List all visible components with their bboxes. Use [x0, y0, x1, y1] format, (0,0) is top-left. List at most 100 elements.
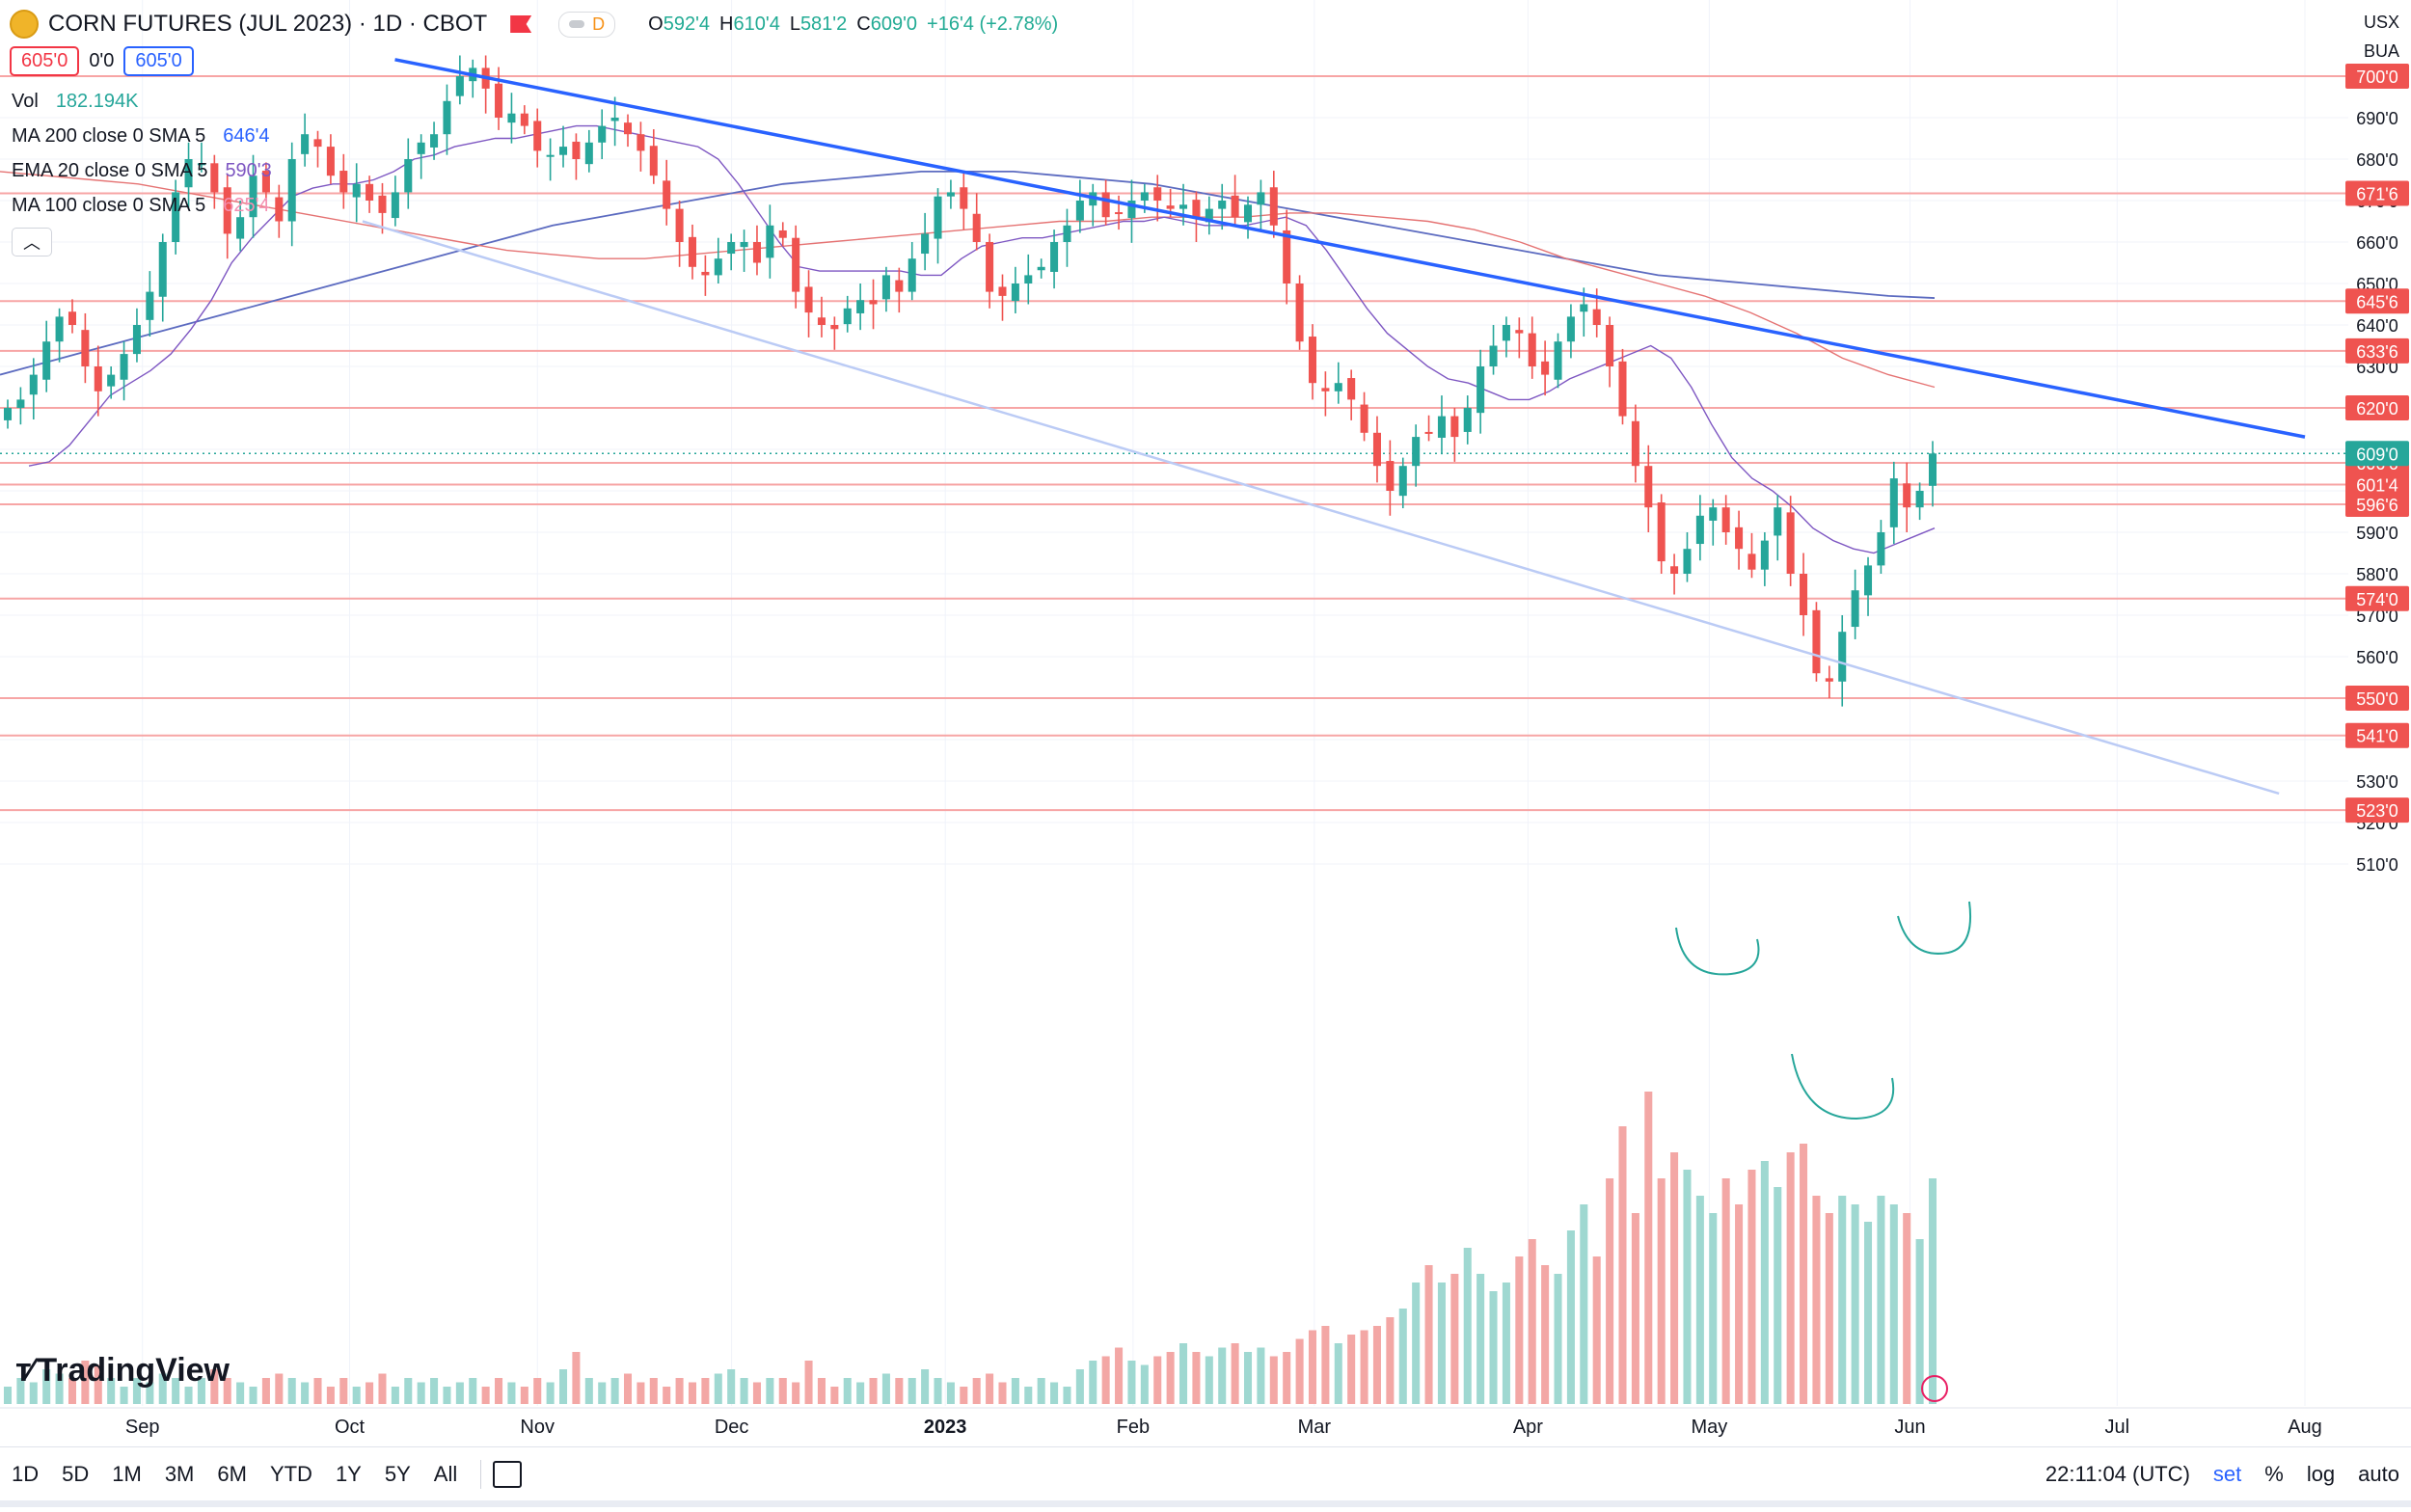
price-level-label: 620'0 [2356, 399, 2397, 418]
candle-body [998, 286, 1007, 296]
price-level-tag [2345, 288, 2409, 314]
candle-body [1153, 187, 1162, 201]
candle-body [727, 242, 736, 255]
legend-value: 590'3 [225, 160, 272, 181]
candle-body [804, 286, 813, 313]
flag-icon[interactable] [510, 15, 532, 33]
candle-body [1735, 526, 1744, 550]
range-all[interactable]: All [433, 1462, 458, 1486]
currency-label[interactable]: USX [2363, 13, 2399, 32]
percent-scale-button[interactable]: % [2264, 1462, 2284, 1486]
unit-label[interactable]: BUA [2363, 41, 2399, 61]
session-set-button[interactable]: set [2212, 1462, 2242, 1486]
range-5y[interactable]: 5Y [384, 1462, 411, 1486]
price-level-tag [2345, 338, 2409, 364]
volume-bar [1153, 1356, 1162, 1404]
legend-ma100[interactable]: MA 100 close 0 SMA 5 625'4 [12, 195, 270, 217]
price-level-label: 523'0 [2356, 801, 2397, 821]
volume-bar [559, 1369, 568, 1404]
volume-bar [1179, 1343, 1188, 1404]
candle-body [1864, 565, 1873, 596]
x-tick-label: 2023 [924, 1417, 967, 1438]
volume-bar [869, 1378, 878, 1404]
pattern-arc [1791, 1053, 1895, 1120]
range-1y[interactable]: 1Y [335, 1462, 362, 1486]
candle-body [986, 242, 994, 292]
volume-bar [1812, 1196, 1821, 1404]
candle-body [1476, 366, 1485, 414]
volume-bar [1515, 1256, 1524, 1404]
clock-time[interactable]: 22:11:04 (UTC) [2045, 1462, 2190, 1486]
divider [480, 1460, 482, 1489]
range-1d[interactable]: 1D [12, 1462, 40, 1486]
volume-bar [1321, 1326, 1330, 1404]
legend-volume[interactable]: Vol 182.194K [12, 91, 138, 113]
log-scale-button[interactable]: log [2306, 1462, 2336, 1486]
price-level-tag [2345, 180, 2409, 206]
volume-bar [275, 1373, 284, 1404]
legend-ema20[interactable]: EMA 20 close 0 SMA 5 590'3 [12, 160, 272, 182]
calendar-icon[interactable] [493, 1461, 523, 1488]
volume-bar [107, 1378, 116, 1404]
candle-body [313, 139, 322, 148]
volume-bar [1308, 1330, 1317, 1404]
candle-body [1231, 195, 1239, 218]
legend-ma200[interactable]: MA 200 close 0 SMA 5 646'4 [12, 125, 270, 148]
change-value: +16'4 (+2.78%) [927, 13, 1059, 35]
y-tick-label: 590'0 [2356, 524, 2397, 543]
volume-bar [172, 1378, 180, 1404]
volume-bar [481, 1387, 490, 1404]
volume-bar [1412, 1282, 1421, 1404]
volume-bar [1063, 1387, 1071, 1404]
sell-button[interactable]: 605'0 [10, 46, 80, 76]
high-value: 610'4 [733, 13, 780, 35]
market-status-pill[interactable]: D [558, 11, 616, 38]
x-tick-label: Nov [520, 1417, 555, 1438]
candle-body [1334, 383, 1342, 392]
range-3m[interactable]: 3M [164, 1462, 195, 1486]
candle-body [1192, 200, 1201, 218]
candle-body [391, 192, 399, 219]
range-5d[interactable]: 5D [62, 1462, 90, 1486]
candle-body [1308, 337, 1317, 384]
volume-bar [430, 1378, 439, 1404]
volume-bar [1580, 1204, 1588, 1404]
currency-unit[interactable]: USX BUA [2364, 8, 2399, 66]
candle-body [1347, 378, 1356, 400]
x-tick-label: May [1691, 1417, 1727, 1438]
volume-bar [1889, 1204, 1898, 1404]
candle-body [1450, 416, 1459, 438]
volume-bar [843, 1378, 852, 1404]
auto-scale-button[interactable]: auto [2358, 1462, 2399, 1486]
range-1m[interactable]: 1M [112, 1462, 142, 1486]
candle-body [1825, 678, 1833, 682]
candle-body [675, 208, 684, 242]
candle-body [1592, 309, 1601, 325]
collapse-legend-button[interactable]: ︿ [12, 228, 52, 256]
volume-bar [1166, 1352, 1175, 1404]
y-tick-label: 580'0 [2356, 565, 2397, 584]
volume-bar [1554, 1274, 1562, 1404]
x-tick-label: Aug [2288, 1417, 2322, 1438]
volume-bar [1618, 1126, 1627, 1404]
candle-body [1127, 201, 1136, 219]
range-6m[interactable]: 6M [217, 1462, 247, 1486]
candle-body [778, 230, 787, 238]
bottom-strip [0, 1500, 2411, 1507]
candle-body [972, 213, 981, 242]
last-price-label: 609'0 [2356, 445, 2397, 464]
y-tick-label: 510'0 [2356, 855, 2397, 875]
candle-body [1618, 361, 1627, 417]
candle-body [598, 125, 607, 143]
upper-trendline [394, 58, 2306, 439]
x-tick-label: Oct [335, 1417, 366, 1438]
range-ytd[interactable]: YTD [269, 1462, 312, 1486]
symbol-title[interactable]: CORN FUTURES (JUL 2023) · 1D · CBOT [48, 11, 488, 37]
buy-button[interactable]: 605'0 [123, 46, 194, 76]
volume-bar [572, 1352, 581, 1404]
volume-bar [417, 1382, 425, 1404]
volume-bar [16, 1378, 25, 1404]
volume-bar [895, 1378, 904, 1404]
